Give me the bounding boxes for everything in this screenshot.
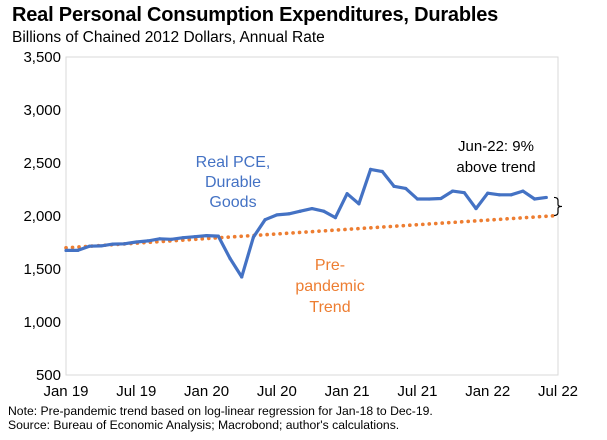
pce-point [99, 244, 103, 248]
y-tick-label: 3,500 [23, 49, 61, 66]
pce-point [427, 197, 431, 201]
pce-point [544, 195, 548, 200]
note-line: Note: Pre-pandemic trend based on log-li… [8, 404, 433, 418]
y-tick-label: 1,000 [23, 314, 61, 331]
pce-point [380, 169, 384, 174]
annotation-bracket [553, 196, 563, 217]
pce-point [462, 191, 466, 195]
x-tick-label: Jan 21 [325, 383, 370, 400]
pce-point [345, 192, 349, 196]
x-tick-label: Jan 20 [184, 383, 229, 400]
series-labels: Real PCE, Durable Goods Pre-pandemic Trend Ju… [196, 138, 536, 316]
pce-point [474, 206, 478, 211]
pce-point [509, 193, 513, 197]
y-tick-label: 2,000 [23, 208, 61, 225]
pce-point [240, 275, 244, 279]
pce-point [275, 213, 279, 217]
pce-point [450, 189, 455, 193]
pce-durables-line [66, 167, 547, 279]
x-tick-label: Jul 21 [397, 383, 437, 400]
pce-point [368, 167, 373, 171]
pce-point [486, 191, 490, 195]
y-tick-label: 2,500 [23, 155, 61, 172]
pce-points [64, 167, 548, 279]
pce-point [357, 202, 361, 206]
pce-point [415, 197, 420, 201]
pce-point [263, 218, 267, 222]
pce-point [122, 242, 127, 246]
pce-point [322, 209, 326, 213]
pce-point [228, 256, 232, 260]
pce-point [111, 242, 115, 246]
pce-point [146, 239, 150, 243]
pce-point [158, 237, 162, 241]
x-tick-label: Jan 19 [43, 383, 88, 400]
pce-point [193, 235, 197, 239]
chart-notes: Note: Pre-pandemic trend based on log-li… [8, 404, 433, 432]
pce-point [181, 236, 185, 240]
pce-point [298, 209, 302, 213]
pce-point [439, 196, 443, 201]
pce-point [392, 184, 396, 188]
y-tick-label: 3,000 [23, 102, 61, 119]
x-tick-label: Jan 22 [465, 383, 510, 400]
x-tick-label: Jul 19 [116, 383, 156, 400]
x-axis-ticks: Jan 19 Jul 19 Jan 20 Jul 20 Jan 21 Jul 21 Jan … [43, 383, 578, 400]
pce-point [64, 248, 68, 253]
trend-line [64, 213, 560, 250]
pce-point [532, 197, 537, 201]
source-line: Source: Bureau of Economic Analysis; Mac… [8, 418, 400, 432]
pce-point [286, 212, 291, 216]
pce-point [497, 193, 502, 197]
pce-point [204, 234, 209, 238]
pce-point [251, 235, 256, 239]
y-tick-label: 1,500 [23, 261, 61, 278]
pce-point [404, 186, 408, 191]
x-tick-label: Jul 20 [257, 383, 297, 400]
plot-area-border [65, 56, 559, 376]
chart-title: Real Personal Consumption Expenditures, … [12, 4, 499, 26]
pce-point [169, 237, 174, 241]
pce-point [310, 206, 314, 211]
trend-series-label: Pre-pandemic Trend [295, 257, 364, 316]
y-axis-ticks: 500 1,000 1,500 2,000 2,500 3,000 3,500 [23, 49, 61, 384]
chart-subtitle: Billions of Chained 2012 Dollars, Annual… [12, 29, 325, 46]
pce-point [333, 215, 338, 220]
pce-point [87, 244, 92, 248]
pce-series-label: Real PCE, Durable Goods [196, 154, 271, 211]
pce-point [216, 234, 220, 238]
y-tick-label: 500 [36, 367, 61, 384]
pce-point [76, 248, 80, 253]
annotation-label: Jun-22: 9% above trend [456, 138, 535, 176]
pce-point [134, 240, 138, 244]
x-tick-label: Jul 22 [538, 383, 578, 400]
pce-point [521, 189, 525, 193]
